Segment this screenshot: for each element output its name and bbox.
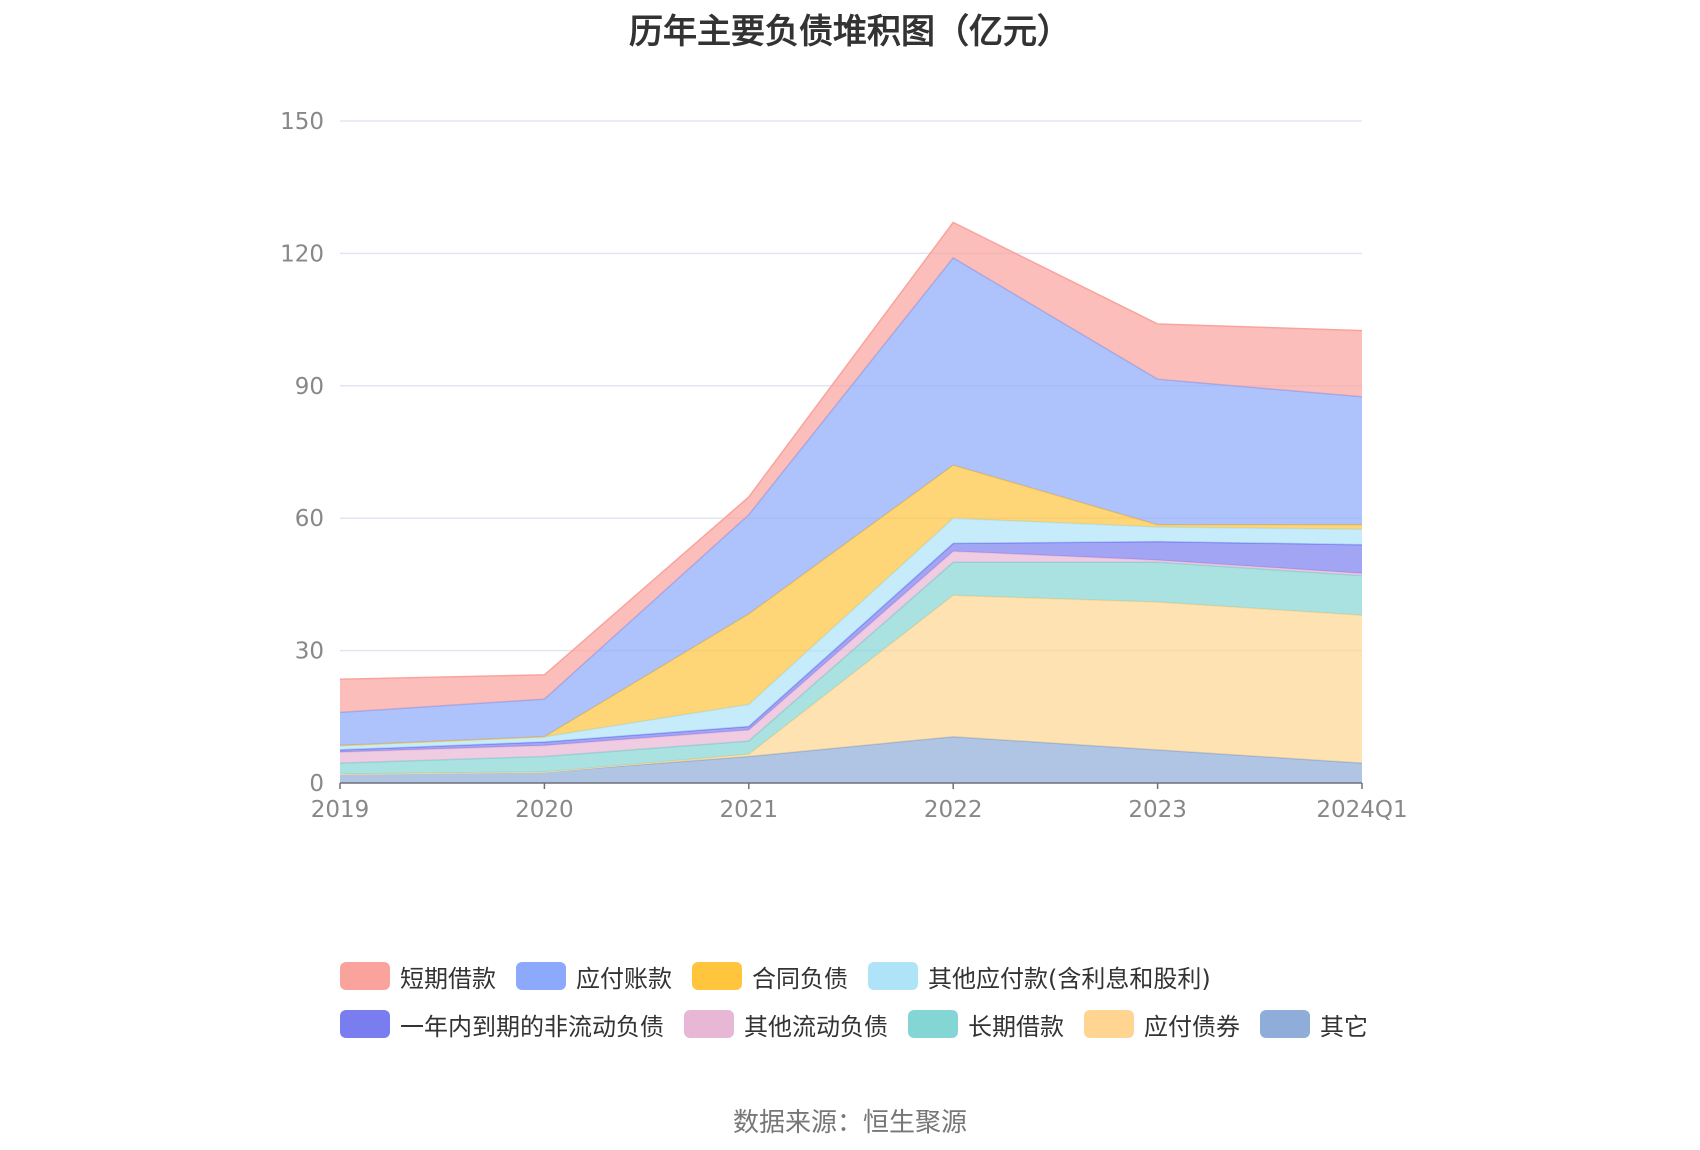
- area-series: [340, 736, 1362, 783]
- legend-label: 短期借款: [400, 964, 496, 993]
- y-tick-label: 30: [295, 639, 324, 665]
- x-tick-label: 2019: [311, 797, 370, 823]
- legend-label: 长期借款: [968, 1012, 1064, 1041]
- y-tick-label: 90: [295, 374, 324, 400]
- legend-item[interactable]: 短期借款: [340, 959, 496, 994]
- legend-row-2: 一年内到期的非流动负债 其他流动负债 长期借款 应付债券 其它: [340, 1000, 1440, 1048]
- legend-label: 应付账款: [576, 964, 672, 993]
- area-series-line: [339, 221, 1363, 681]
- legend-swatch: [1260, 1010, 1310, 1038]
- legend-swatch: [340, 962, 390, 990]
- legend-item[interactable]: 应付债券: [1084, 1007, 1240, 1042]
- x-tick-label: 2024Q1: [1316, 797, 1407, 823]
- chart-title: 历年主要负债堆积图（亿元）: [629, 12, 1071, 52]
- x-tick-label: 2020: [515, 797, 574, 823]
- area-series: [340, 595, 1362, 775]
- area-series: [340, 465, 1362, 746]
- legend-item[interactable]: 其他流动负债: [684, 1007, 888, 1042]
- legend-swatch: [684, 1010, 734, 1038]
- legend-swatch: [340, 1010, 390, 1038]
- legend-item[interactable]: 其他应付款(含利息和股利): [868, 959, 1211, 994]
- y-tick-label: 60: [295, 506, 324, 532]
- x-tick-label: 2023: [1128, 797, 1187, 823]
- legend-item[interactable]: 合同负债: [692, 959, 848, 994]
- area-series: [340, 518, 1362, 750]
- stacked-area-chart: 0 30 60 90 120 150 2019 2020 2021 2022 2023 2024Q1: [280, 109, 1408, 823]
- x-tick-label: 2022: [924, 797, 983, 823]
- area-series: [340, 257, 1362, 746]
- area-series: [340, 222, 1362, 713]
- legend-label: 其他应付款(含利息和股利): [928, 964, 1211, 993]
- legend-swatch: [868, 962, 918, 990]
- legend-label: 其他流动负债: [744, 1012, 888, 1041]
- legend-row-1: 短期借款 应付账款 合同负债 其他应付款(含利息和股利): [340, 952, 1440, 1000]
- legend-item[interactable]: 一年内到期的非流动负债: [340, 1007, 664, 1042]
- legend-swatch: [1084, 1010, 1134, 1038]
- legend-swatch: [692, 962, 742, 990]
- data-source: 数据来源：恒生聚源: [732, 1108, 967, 1138]
- x-tick-label: 2021: [720, 797, 779, 823]
- y-tick-label: 150: [280, 109, 324, 135]
- legend-label: 一年内到期的非流动负债: [400, 1012, 664, 1041]
- legend: 短期借款 应付账款 合同负债 其他应付款(含利息和股利) 一年内到期的非流动负债 其他流…: [340, 952, 1440, 1048]
- legend-item[interactable]: 其它: [1260, 1007, 1368, 1042]
- legend-item[interactable]: 应付账款: [516, 959, 672, 994]
- area-series: [340, 541, 1362, 753]
- legend-label: 合同负债: [752, 964, 848, 993]
- area-series: [340, 562, 1362, 775]
- legend-swatch: [516, 962, 566, 990]
- legend-item[interactable]: 长期借款: [908, 1007, 1064, 1042]
- y-tick-label: 0: [309, 771, 324, 797]
- legend-label: 其它: [1320, 1012, 1368, 1041]
- y-tick-label: 120: [280, 241, 324, 267]
- legend-label: 应付债券: [1144, 1012, 1240, 1041]
- legend-swatch: [908, 1010, 958, 1038]
